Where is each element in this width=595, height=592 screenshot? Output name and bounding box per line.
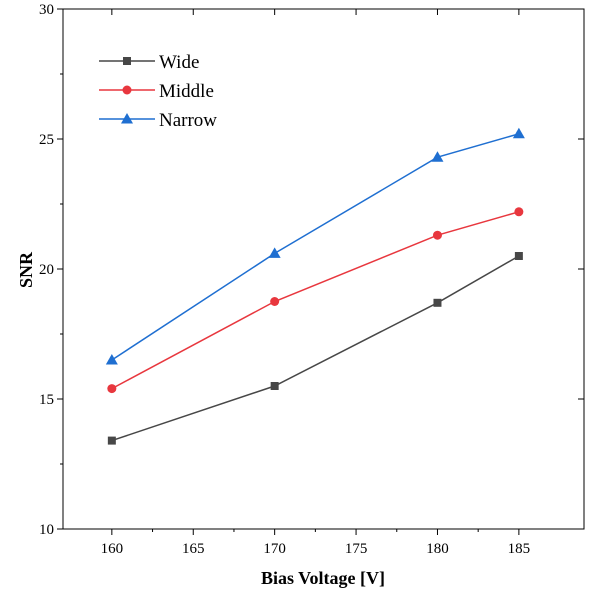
data-point-middle (514, 207, 524, 217)
axis-ticks: 160 165 170 175 180 185 10 15 20 25 30 (39, 2, 584, 557)
series-wide (107, 252, 523, 445)
legend-item-wide: Wide (99, 52, 199, 73)
data-point-narrow (268, 247, 281, 258)
legend-marker-middle (122, 85, 132, 95)
y-tick-label: 30 (39, 2, 54, 18)
plot-frame (62, 8, 585, 530)
data-point-wide (433, 298, 442, 307)
legend-label-narrow: Narrow (159, 110, 217, 131)
data-point-narrow (512, 127, 525, 139)
data-point-middle (432, 230, 442, 240)
data-point-middle (107, 384, 117, 394)
legend-marker-narrow (121, 113, 133, 124)
x-tick-label: 160 (101, 541, 124, 557)
legend-label-middle: Middle (159, 81, 214, 102)
y-axis-title: SNR (16, 251, 36, 288)
y-tick-label: 10 (39, 522, 54, 538)
y-tick-label: 20 (39, 262, 54, 278)
legend-marker-wide (123, 57, 131, 65)
series-middle (107, 207, 524, 394)
legend-label-wide: Wide (159, 52, 199, 73)
legend-item-narrow: Narrow (99, 110, 217, 131)
data-point-wide (270, 382, 279, 390)
x-tick-label: 175 (345, 541, 368, 557)
legend: Wide Middle Narrow (99, 52, 217, 131)
y-tick-label: 25 (39, 132, 54, 148)
plot-area (62, 8, 585, 530)
x-tick-label: 185 (508, 541, 531, 557)
x-axis-title: Bias Voltage [V] (261, 568, 385, 588)
series-line-middle (111, 211, 520, 390)
data-point-narrow (431, 151, 444, 162)
series-line-wide (111, 255, 520, 442)
x-tick-label: 180 (426, 541, 449, 557)
y-tick-label: 15 (39, 392, 54, 408)
data-point-middle (270, 297, 280, 306)
x-tick-label: 170 (263, 541, 286, 557)
series-layer (105, 127, 525, 445)
data-point-wide (107, 436, 116, 445)
data-point-wide (514, 252, 523, 260)
data-point-narrow (105, 354, 118, 365)
series-line-narrow (111, 133, 520, 361)
legend-item-middle: Middle (99, 81, 214, 102)
series-narrow (105, 127, 525, 365)
x-tick-label: 165 (182, 541, 205, 557)
